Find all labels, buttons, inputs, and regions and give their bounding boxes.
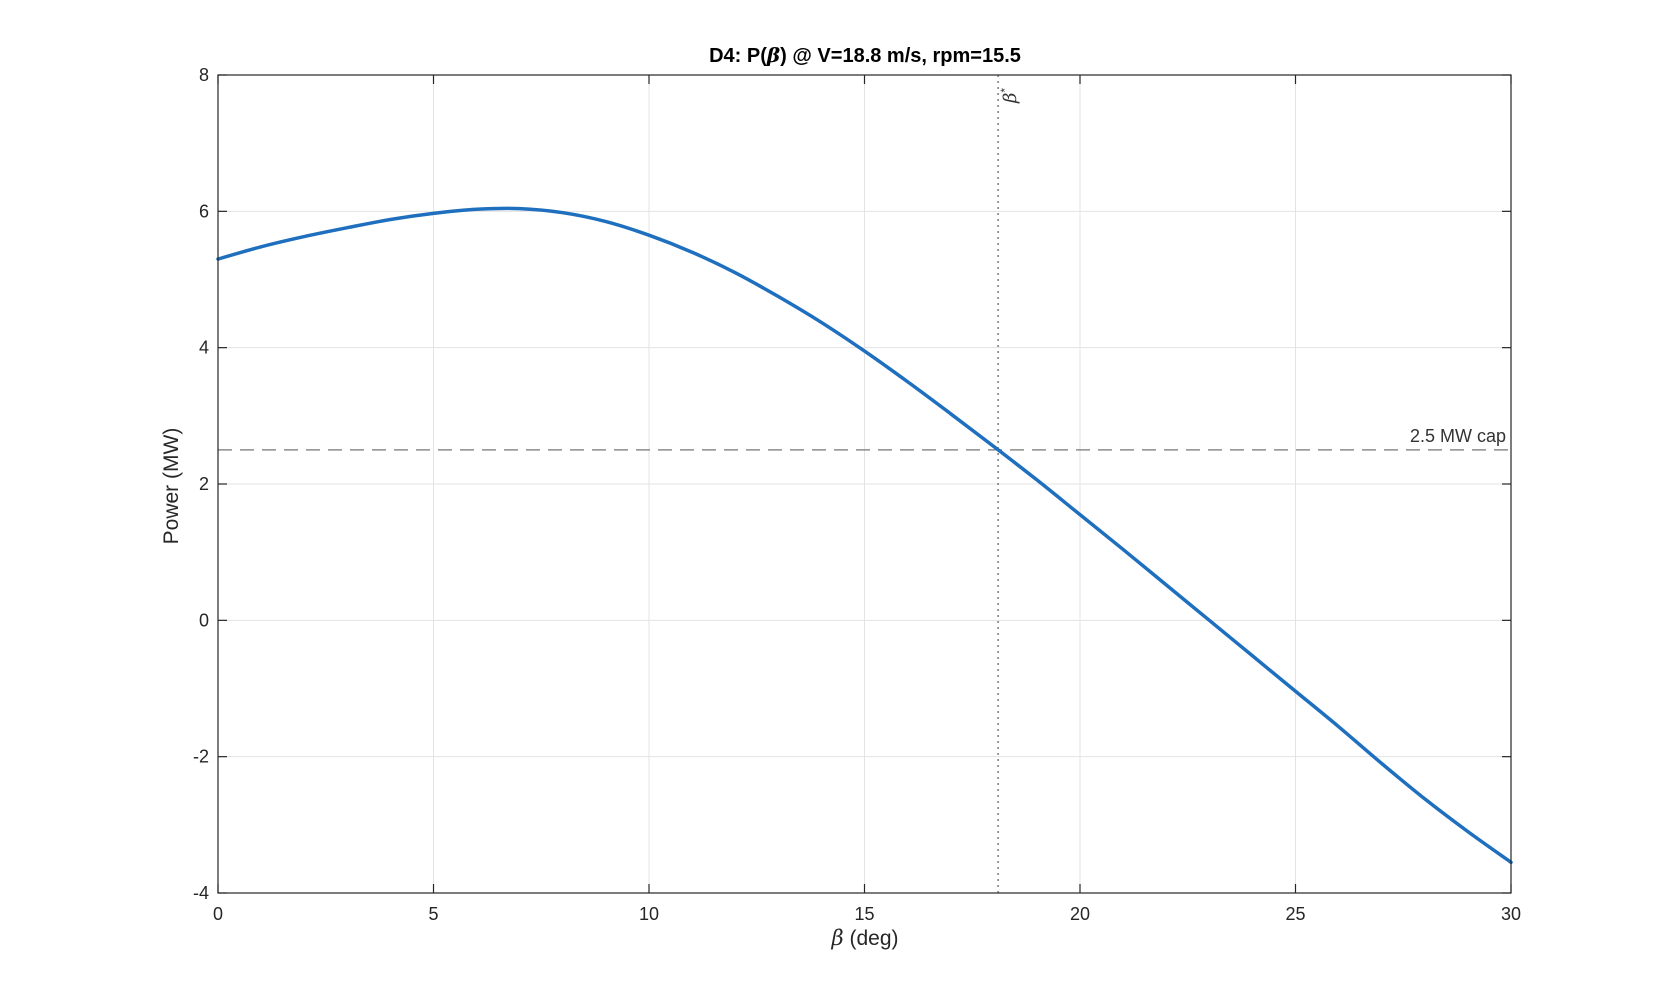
y-axis-label: Power (MW) [160,428,183,545]
y-tick-label: 4 [199,338,209,358]
x-tick-label: 10 [639,904,659,924]
chart-title: D4: P(β) @ V=18.8 m/s, rpm=15.5 [709,43,1021,67]
y-tick-label: -4 [193,883,209,903]
y-tick-label: 2 [199,474,209,494]
beta-star-label: β* [998,88,1021,104]
y-tick-label: -2 [193,747,209,767]
x-tick-label: 5 [428,904,438,924]
y-tick-label: 0 [199,610,209,630]
x-axis-label: β (deg) [831,926,899,950]
x-tick-label: 15 [854,904,874,924]
series-group [216,206,1513,865]
power-curve [216,206,1513,865]
cap-line-label: 2.5 MW cap [1410,426,1506,446]
tick-labels: 0 5 10 15 20 25 30 -4 -2 0 2 4 6 8 [193,65,1521,924]
y-tick-label: 8 [199,65,209,85]
x-tick-label: 0 [213,904,223,924]
x-tick-label: 25 [1285,904,1305,924]
x-tick-label: 30 [1501,904,1521,924]
y-tick-label: 6 [199,201,209,221]
x-tick-label: 20 [1070,904,1090,924]
reference-lines [218,75,1511,893]
ticks [217,74,1512,894]
